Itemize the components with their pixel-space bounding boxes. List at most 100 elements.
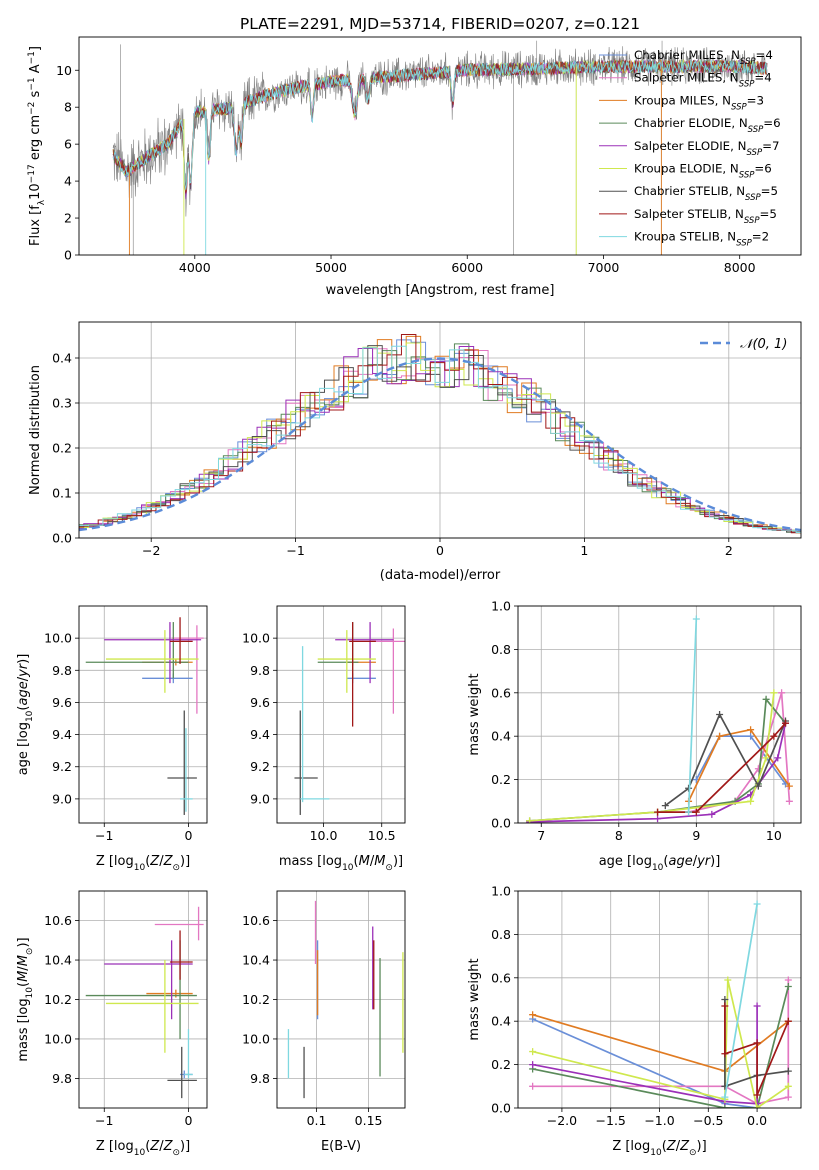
y-axis-label: age [log10(age/yr)] (16, 654, 35, 776)
y-tick-label: 9.4 (52, 727, 72, 742)
y-tick-label: 10.2 (242, 992, 270, 1007)
weight-line (657, 722, 787, 813)
legend-label: Salpeter ELODIE, NSSP=7 (634, 139, 779, 158)
weight-marker (661, 802, 669, 810)
x-tick-label: 0.15 (355, 1113, 383, 1128)
y-tick-label: 0.4 (491, 1014, 511, 1029)
legend-label: Salpeter STELIB, NSSP=5 (634, 207, 777, 226)
plot-area (112, 40, 768, 255)
x-axis-label: (data-model)/error (380, 568, 501, 583)
y-tick-label: 10.2 (44, 992, 72, 1007)
weight-marker (747, 726, 755, 734)
x-tick-label: 9 (692, 828, 700, 843)
residual-histogram (79, 334, 801, 534)
y-tick-label: 10.0 (44, 631, 72, 646)
x-tick-label: 6000 (451, 260, 483, 275)
weight-marker (778, 689, 786, 697)
weight-marker (774, 754, 782, 762)
residual-histogram (79, 345, 801, 535)
y-tick-label: 9.0 (52, 791, 72, 806)
panel-spectrum: 4000 5000 6000 7000 8000 0 2 4 6 8 10 wavelength [A… (27, 36, 802, 298)
weight-marker (770, 732, 778, 740)
weight-marker (721, 1002, 729, 1010)
y-tick-label: 10.4 (44, 953, 72, 968)
grid (79, 891, 207, 1108)
y-tick-label: 0.0 (491, 1101, 511, 1116)
x-tick-label: 0 (184, 1113, 192, 1128)
y-tick-label: 0.1 (52, 486, 72, 501)
y-tick-label: 9.0 (250, 791, 270, 806)
panel-weight-vs-age: 7 8 9 10 0.0 0.2 0.4 0.6 0.8 1.0 age [log10(age/yr… (467, 599, 802, 873)
y-tick-label: 0.2 (491, 772, 511, 787)
model-spectrum (112, 60, 768, 190)
weight-marker (754, 765, 762, 773)
x-tick-label: 0.0 (747, 1113, 767, 1128)
y-tick-label: 10.4 (242, 953, 270, 968)
y-axis-label: mass weight (467, 673, 482, 755)
weight-marker (654, 808, 662, 816)
axes-frame (78, 605, 208, 824)
weight-line (532, 1006, 758, 1105)
y-tick-label: 9.8 (250, 663, 270, 678)
weight-marker (529, 1061, 537, 1069)
residual-histogram (79, 345, 801, 533)
weight-marker (784, 1067, 792, 1075)
y-axis-label: mass [log10(M/M⊙)] (16, 937, 35, 1061)
weight-marker (716, 732, 724, 740)
x-tick-label: 10.0 (310, 828, 338, 843)
weight-marker (716, 711, 724, 718)
grid (277, 606, 405, 823)
x-tick-label: 5000 (315, 260, 347, 275)
y-tick-label: 9.2 (52, 759, 72, 774)
weight-marker (753, 1039, 761, 1047)
x-tick-label: 8000 (724, 260, 756, 275)
grid (277, 891, 405, 1108)
y-tick-label: 0.4 (491, 729, 511, 744)
weight-marker (747, 732, 755, 740)
weight-marker (785, 782, 793, 790)
y-tick-label: 0.6 (491, 685, 511, 700)
weight-marker (762, 695, 770, 703)
weight-marker (526, 817, 534, 823)
weight-marker (692, 808, 700, 816)
x-tick-label: −1 (286, 543, 304, 558)
residual-histogram (79, 342, 801, 534)
y-tick-label: 10.0 (242, 631, 270, 646)
y-tick-label: 0.8 (491, 642, 511, 657)
legend-label: Salpeter MILES, NSSP=4 (634, 71, 772, 90)
y-tick-label: 0.0 (52, 531, 72, 546)
axes-frame (517, 605, 802, 824)
y-tick-label: 9.8 (250, 1071, 270, 1086)
x-tick-label: 10.5 (368, 828, 396, 843)
weight-marker (784, 976, 792, 984)
weight-marker (754, 782, 762, 790)
weight-marker (753, 900, 761, 908)
y-tick-label: 9.6 (52, 695, 72, 710)
y-tick-label: 0 (64, 248, 72, 263)
legend: 𝒩(0, 1) (700, 337, 787, 352)
weight-line (532, 1018, 758, 1108)
weight-marker (770, 689, 778, 697)
weight-marker (724, 976, 732, 984)
x-axis-label: Z [log10(Z/Z⊙)] (96, 1139, 190, 1158)
weight-marker (692, 615, 700, 623)
plot-area (287, 900, 404, 1099)
weight-marker (529, 1082, 537, 1090)
y-tick-label: 6 (64, 137, 72, 152)
figure-title: PLATE=2291, MJD=53714, FIBERID=0207, z=0… (240, 15, 640, 33)
model-spectrum (112, 59, 768, 190)
x-tick-label: 10 (766, 828, 782, 843)
plot-area (526, 615, 793, 823)
x-tick-label: 2 (725, 543, 733, 558)
y-tick-label: 2 (64, 211, 72, 226)
y-tick-label: 10.0 (44, 1031, 72, 1046)
weight-marker (785, 797, 793, 805)
x-tick-label: 8 (615, 828, 623, 843)
y-tick-label: 8 (64, 100, 72, 115)
x-tick-label: −1 (95, 828, 113, 843)
weight-marker (753, 1002, 761, 1010)
x-tick-label: −0.5 (693, 1113, 723, 1128)
y-tick-label: 0.2 (491, 1057, 511, 1072)
y-tick-label: 9.8 (52, 663, 72, 678)
weight-marker (784, 1017, 792, 1025)
